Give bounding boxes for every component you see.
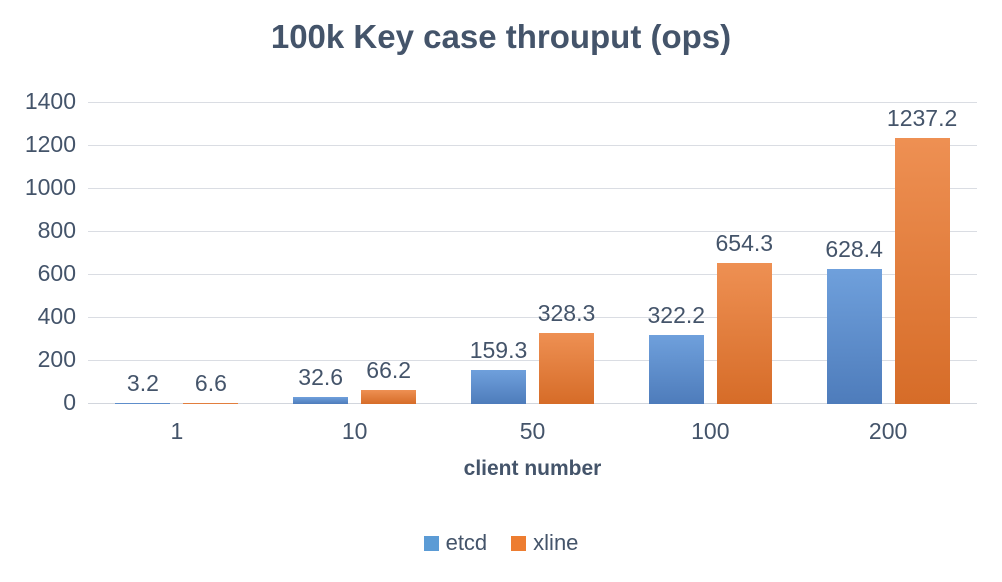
bar-etcd [648, 334, 704, 404]
x-tick-label: 1 [170, 418, 184, 444]
bar-value-label: 159.3 [469, 336, 528, 363]
x-axis-tick-labels: 1 10 50 100 200 [88, 418, 977, 444]
legend-item-xline: xline [511, 530, 578, 556]
gridline [88, 145, 977, 146]
legend-swatch-etcd [423, 535, 439, 551]
y-tick-label: 800 [37, 217, 76, 243]
y-tick-label: 400 [37, 303, 76, 329]
legend-label: xline [533, 530, 579, 555]
plot-area: 3.2 6.6 32.6 66.2 159.3 328.3 322.2 654.3 628.4 1… [88, 102, 977, 404]
legend-label: etcd [445, 530, 488, 555]
x-tick-label: 50 [519, 418, 546, 444]
bar-etcd [826, 268, 882, 404]
gridline [88, 102, 977, 103]
bar-etcd [115, 403, 171, 404]
y-tick-label: 1400 [24, 88, 76, 114]
bar-value-label: 628.4 [825, 235, 883, 262]
bar-value-label: 32.6 [298, 364, 344, 390]
chart-title: 100k Key case throuput (ops) [270, 18, 732, 55]
bar-xline [539, 333, 594, 404]
gridline [88, 360, 977, 361]
x-axis-title: client number [463, 457, 602, 480]
y-tick-label: 200 [37, 346, 76, 372]
gridline [88, 274, 977, 275]
y-tick-label: 0 [63, 389, 76, 415]
x-tick-label: 10 [341, 418, 368, 444]
bar-value-label: 328.3 [537, 300, 596, 327]
y-tick-label: 1000 [24, 174, 76, 200]
y-axis-tick-labels: 0 200 400 600 800 1000 1200 1400 [0, 90, 76, 414]
bar-xline [894, 138, 950, 404]
chart-legend: etcd xline [0, 530, 1002, 556]
x-tick-label: 100 [691, 418, 730, 444]
gridline [88, 317, 977, 318]
y-tick-label: 1200 [24, 131, 76, 157]
bar-value-label: 322.2 [647, 301, 706, 328]
y-tick-label: 600 [37, 260, 76, 286]
bar-xline [361, 389, 417, 404]
gridline [88, 403, 977, 404]
gridline [88, 188, 977, 189]
bar-etcd [293, 397, 349, 404]
x-tick-label: 200 [868, 418, 908, 444]
bar-xline [716, 263, 772, 404]
legend-swatch-xline [511, 535, 527, 551]
gridline [88, 231, 977, 232]
bar-etcd [471, 369, 526, 404]
bar-value-label: 1237.2 [886, 105, 958, 132]
legend-item-etcd: etcd [423, 530, 488, 556]
bar-xline [183, 402, 239, 404]
bar-value-label: 66.2 [366, 356, 412, 383]
bar-value-label: 654.3 [715, 230, 774, 257]
bar-value-label: 6.6 [194, 369, 227, 396]
bar-value-label: 3.2 [126, 370, 159, 397]
